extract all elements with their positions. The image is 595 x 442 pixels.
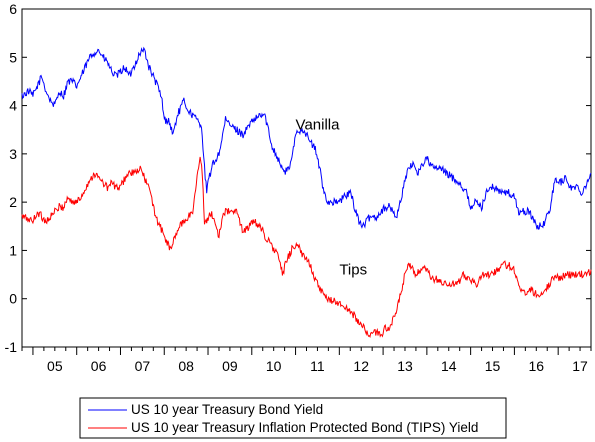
legend-box xyxy=(79,397,507,439)
annotations: Vanilla Tips xyxy=(296,117,368,279)
y-tick-label: 6 xyxy=(9,1,17,17)
x-tick-label: 12 xyxy=(353,358,369,374)
series-line-tips xyxy=(21,156,592,339)
x-tick-label: 09 xyxy=(222,358,238,374)
annotation-tips: Tips xyxy=(339,262,367,279)
y-tick-label: 1 xyxy=(9,242,17,258)
legend-label-vanilla: US 10 year Treasury Bond Yield xyxy=(131,402,323,417)
legend-label-tips: US 10 year Treasury Inflation Protected … xyxy=(131,420,478,435)
legend: US 10 year Treasury Bond Yield US 10 yea… xyxy=(79,397,507,439)
plot-frame xyxy=(21,8,592,348)
x-tick-label: 16 xyxy=(528,358,544,374)
x-tick-label: 05 xyxy=(47,358,63,374)
series-line-vanilla xyxy=(21,46,592,230)
series-layer xyxy=(21,46,592,339)
y-tick-label: -1 xyxy=(5,339,18,355)
x-tick-label: 17 xyxy=(572,358,588,374)
y-tick-label: 3 xyxy=(9,146,17,162)
annotation-vanilla: Vanilla xyxy=(296,117,341,134)
y-tick-label: 2 xyxy=(9,194,17,210)
x-tick-label: 08 xyxy=(178,358,194,374)
x-tick-label: 06 xyxy=(91,358,107,374)
x-tick-label: 13 xyxy=(397,358,413,374)
y-tick-label: 4 xyxy=(9,98,17,114)
y-tick-label: 0 xyxy=(9,291,17,307)
x-tick-label: 10 xyxy=(266,358,282,374)
x-tick-label: 07 xyxy=(135,358,151,374)
y-tick-label: 5 xyxy=(9,49,17,65)
x-tick-label: 15 xyxy=(485,358,501,374)
x-tick-label: 11 xyxy=(310,358,325,374)
y-axis: -1 0 1 2 3 4 5 6 xyxy=(5,1,591,355)
x-tick-label: 14 xyxy=(441,358,457,374)
x-axis: 05 06 07 08 09 10 11 12 13 14 15 16 17 xyxy=(21,347,592,374)
